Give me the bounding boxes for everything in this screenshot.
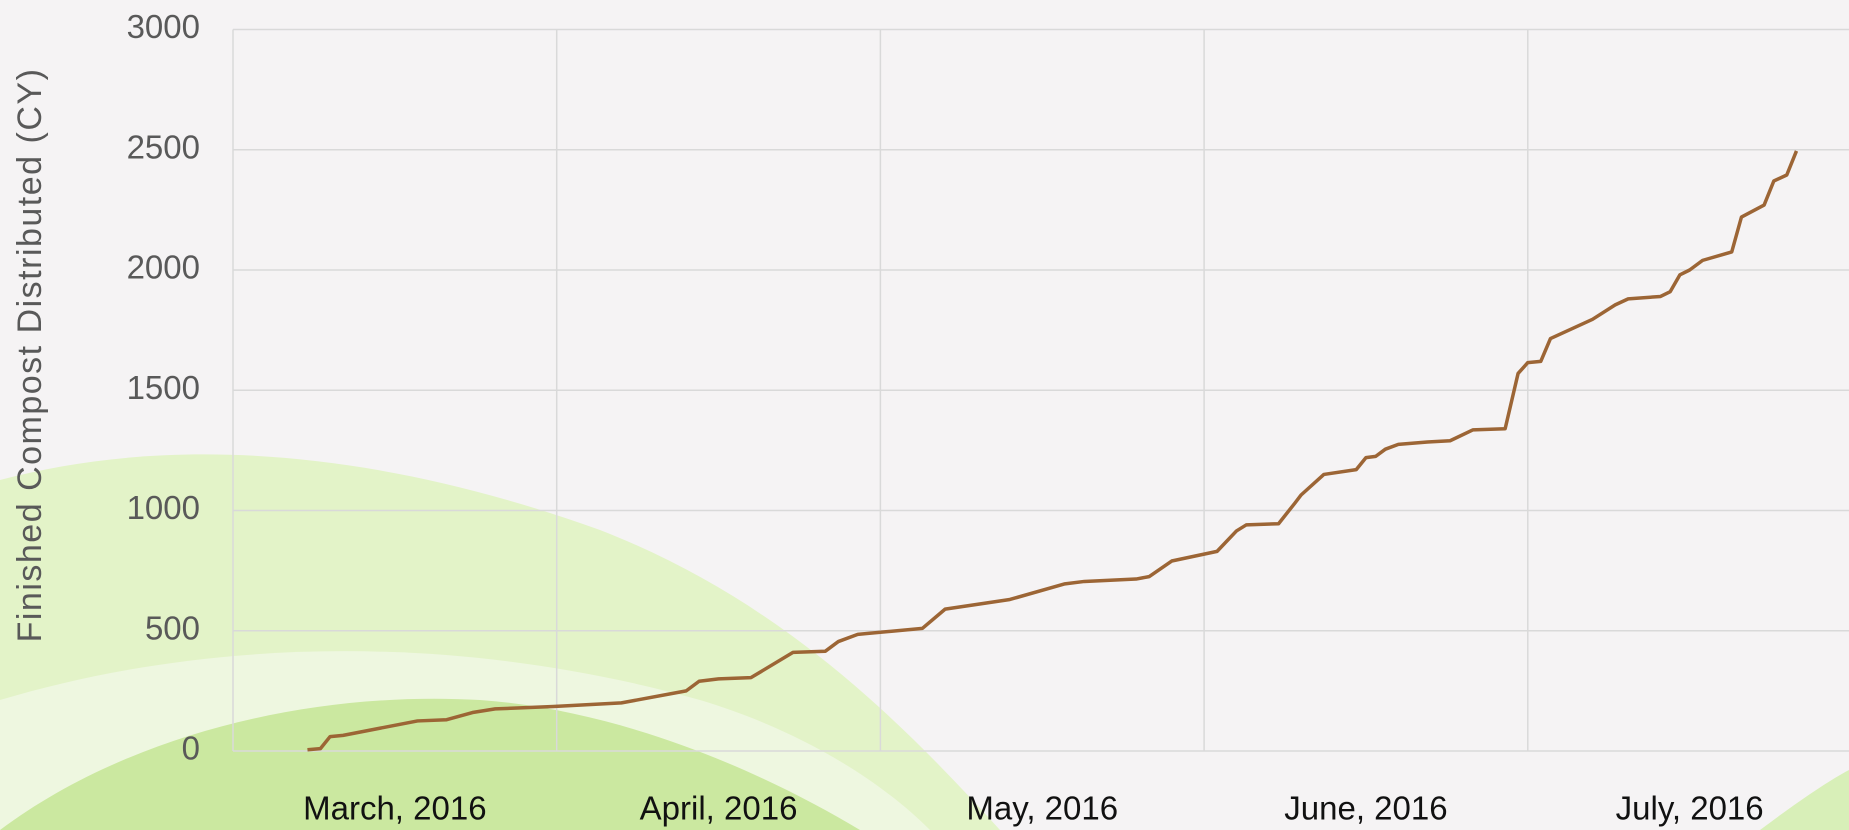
chart: Finished Compost Distributed (CY) 0 500 10… — [0, 0, 1849, 830]
y-tick-label: 1000 — [127, 489, 200, 526]
x-tick-label: May, 2016 — [966, 790, 1118, 827]
y-tick-label: 2000 — [127, 249, 200, 286]
x-tick-label: March, 2016 — [303, 790, 486, 827]
y-tick-label: 1500 — [127, 369, 200, 406]
y-tick-label: 0 — [182, 730, 200, 767]
y-tick-label: 2500 — [127, 128, 200, 165]
page: {"chart_data": {"type": "line", "y_label… — [0, 0, 1849, 830]
y-axis-title: Finished Compost Distributed (CY) — [11, 68, 49, 643]
x-tick-label: April, 2016 — [640, 790, 798, 827]
x-tick-label: July, 2016 — [1616, 790, 1764, 827]
y-tick-label: 3000 — [127, 8, 200, 45]
y-tick-label: 500 — [145, 609, 200, 646]
x-tick-label: June, 2016 — [1284, 790, 1447, 827]
